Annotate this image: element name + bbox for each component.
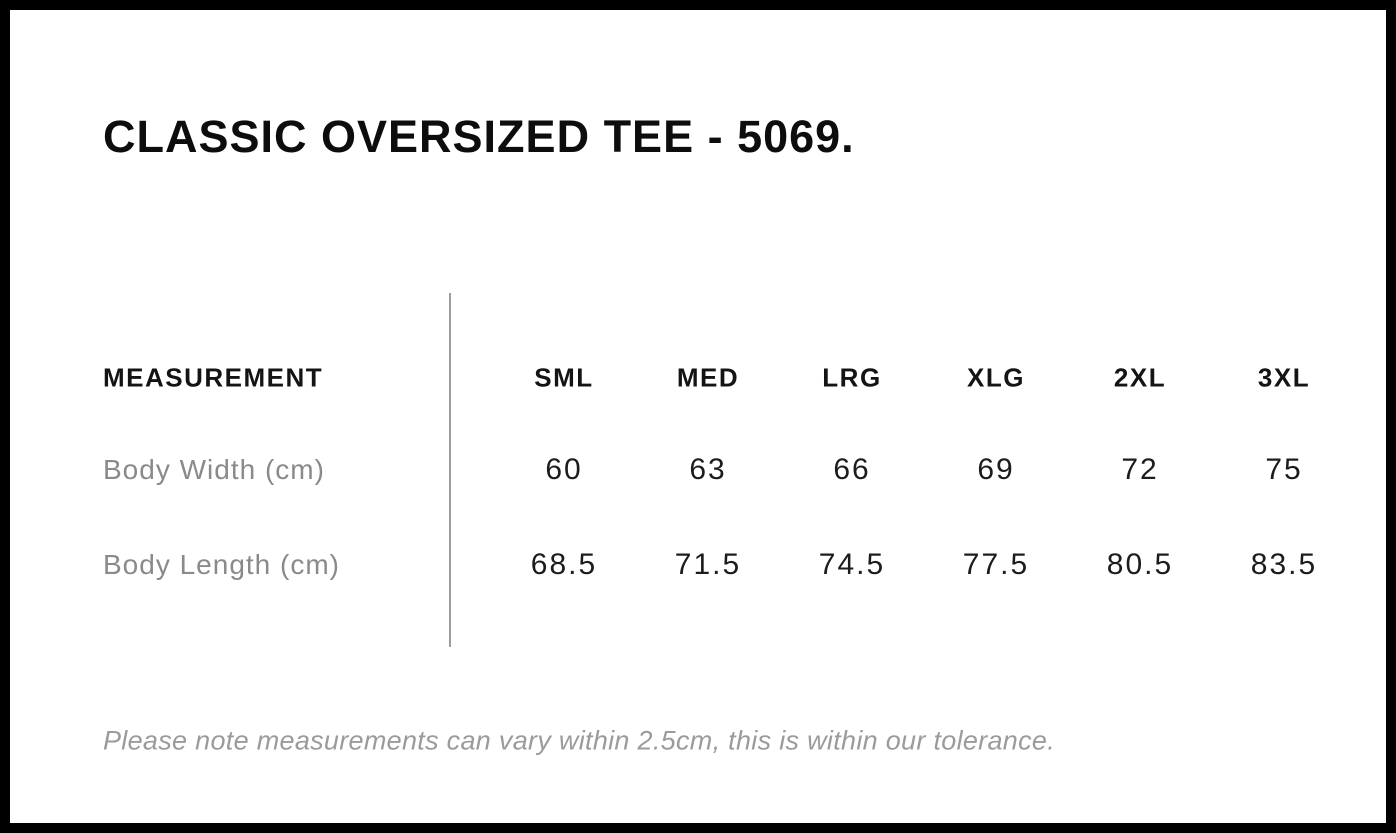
column-header-xlg: XLG (967, 362, 1025, 393)
body-width-lrg: 66 (833, 453, 871, 486)
body-length-lrg: 74.5 (818, 548, 886, 581)
table-header-row: MEASUREMENT SML MED LRG XLG 2XL 3XL (103, 363, 1356, 394)
tolerance-note: Please note measurements can vary within… (103, 725, 1056, 756)
vertical-divider (449, 293, 451, 647)
column-header-3xl: 3XL (1257, 362, 1311, 393)
body-width-med: 63 (689, 453, 727, 486)
body-length-sml: 68.5 (530, 548, 598, 581)
body-length-med: 71.5 (674, 548, 742, 581)
page-title: CLASSIC OVERSIZED TEE - 5069. (103, 111, 855, 162)
column-header-2xl: 2XL (1113, 362, 1167, 393)
body-length-xlg: 77.5 (962, 548, 1030, 581)
column-header-lrg: LRG (822, 362, 882, 393)
body-length-2xl: 80.5 (1106, 548, 1174, 581)
table-row-body-length: Body Length (cm) 68.5 71.5 74.5 77.5 80.… (103, 548, 1356, 582)
row-label-body-length: Body Length (cm) (103, 549, 340, 580)
body-length-3xl: 83.5 (1250, 548, 1318, 581)
body-width-sml: 60 (545, 453, 583, 486)
body-width-xlg: 69 (977, 453, 1015, 486)
column-header-med: MED (676, 362, 740, 393)
body-width-2xl: 72 (1121, 453, 1159, 486)
column-header-sml: SML (534, 362, 594, 393)
column-header-measurement: MEASUREMENT (103, 362, 324, 393)
size-table: MEASUREMENT SML MED LRG XLG 2XL 3XL Body… (103, 293, 1356, 647)
body-width-3xl: 75 (1265, 453, 1303, 486)
table-row-body-width: Body Width (cm) 60 63 66 69 72 75 (103, 453, 1356, 487)
row-label-body-width: Body Width (cm) (103, 454, 325, 485)
